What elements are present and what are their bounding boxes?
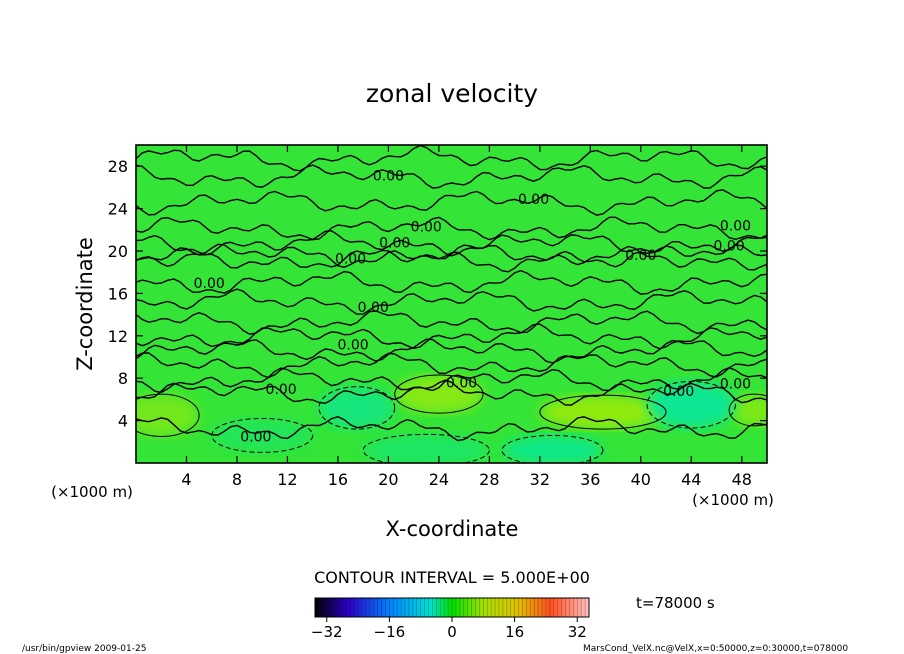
y-axis: 4 8 12 16 20 24 28 (108, 157, 767, 431)
footer-right: MarsCond_VelX.nc@VelX,x=0:50000,z=0:3000… (583, 644, 848, 654)
negative-velocity-region-8 (211, 418, 313, 453)
velocity-regions (136, 375, 767, 463)
contour-line (136, 338, 767, 364)
time-label: t=78000 s (636, 594, 715, 612)
contour-lines (136, 145, 767, 463)
closed-contour (362, 433, 490, 463)
contour-line (136, 352, 767, 379)
contour-line (136, 216, 767, 241)
contour-line (136, 189, 767, 216)
positive-velocity-region-0 (394, 375, 484, 414)
contour-line (136, 416, 767, 442)
closed-contour (136, 393, 200, 437)
contour-label: 0.00 (358, 300, 389, 316)
y-tick-label: 4 (118, 412, 128, 431)
contour-label: 0.00 (720, 219, 751, 235)
positive-velocity-region-1 (539, 395, 667, 430)
closed-contour (646, 380, 736, 429)
y-tick-label: 24 (108, 200, 128, 219)
contour-line (136, 269, 767, 295)
negative-velocity-region-5 (647, 381, 736, 429)
x-tick-label: 24 (429, 470, 449, 489)
contour-line (136, 379, 767, 406)
positive-velocity-region-2 (729, 394, 767, 426)
negative-velocity-region-6 (501, 435, 603, 463)
colorbar-tick-label: 32 (568, 623, 587, 641)
contour-label: 0.00 (373, 169, 404, 185)
contour-line (136, 243, 767, 269)
contour-label: 0.00 (337, 337, 368, 353)
colorbar: −32 −16 0 16 32 (311, 597, 590, 641)
contour-label: 0.00 (714, 239, 745, 255)
y-tick-label: 28 (108, 157, 128, 176)
colorbar-stripes (318, 598, 586, 617)
colorbar-tick-label: 16 (505, 623, 524, 641)
y-tick-label: 20 (108, 242, 128, 261)
contour-label: 0.00 (335, 251, 366, 267)
x-tick-label: 20 (378, 470, 398, 489)
negative-velocity-region-4 (318, 386, 395, 430)
contour-label: 0.00 (240, 430, 271, 446)
contour-line (136, 164, 767, 189)
contour-label: 0.00 (379, 236, 410, 252)
contour-interval-text: CONTOUR INTERVAL = 5.000E+00 (314, 568, 590, 587)
closed-contour (394, 374, 484, 414)
contour-line (136, 145, 767, 172)
contour-label: 0.00 (194, 276, 225, 292)
x-tick-label: 4 (181, 470, 191, 489)
x-tick-label: 28 (479, 470, 499, 489)
closed-contour (728, 393, 767, 427)
closed-contour (501, 434, 604, 463)
x-tick-label: 12 (277, 470, 297, 489)
contour-line (136, 230, 767, 257)
contour-line (136, 288, 767, 315)
closed-contour (318, 386, 396, 430)
contour-label: 0.00 (518, 192, 549, 208)
colorbar-tick-label: 0 (447, 623, 457, 641)
colorbar-ticks: −32 −16 0 16 32 (311, 617, 587, 641)
closed-contour (211, 417, 314, 453)
contour-label: 0.00 (411, 220, 442, 236)
contour-label: 0.00 (446, 375, 477, 391)
x-tick-label: 32 (530, 470, 550, 489)
contour-labels: 0.000.000.00 0.000.00 0.000.00 0.000.000.00… (194, 169, 751, 446)
y-unit-label: (×1000 m) (51, 483, 133, 501)
contour-line (136, 310, 767, 335)
y-tick-label: 16 (108, 284, 128, 303)
positive-velocity-region-3 (136, 394, 200, 437)
contour-label: 0.00 (720, 377, 751, 393)
y-axis-label: Z-coordinate (73, 237, 97, 371)
colorbar-gradient (315, 598, 589, 617)
x-tick-label: 36 (580, 470, 600, 489)
x-tick-label: 48 (732, 470, 752, 489)
colorbar-tick-label: −16 (374, 623, 406, 641)
closed-contour (539, 394, 667, 430)
contour-label: 0.00 (663, 384, 694, 400)
x-tick-label: 44 (681, 470, 701, 489)
x-tick-label: 8 (232, 470, 242, 489)
plot-frame (135, 144, 768, 464)
footer-left: /usr/bin/gpview 2009-01-25 (22, 644, 146, 654)
x-tick-label: 40 (631, 470, 651, 489)
contour-label: 0.00 (266, 382, 297, 398)
contour-line (136, 245, 767, 273)
y-tick-label: 12 (108, 327, 128, 346)
x-axis-label: X-coordinate (386, 517, 519, 541)
chart-title: zonal velocity (366, 79, 538, 108)
x-unit-label: (×1000 m) (692, 491, 774, 509)
colorbar-tick-label: −32 (311, 623, 343, 641)
y-tick-label: 8 (118, 369, 128, 388)
contour-label: 0.00 (625, 248, 656, 264)
x-tick-label: 16 (328, 470, 348, 489)
x-axis: 4 8 12 16 20 24 28 32 36 40 44 48 (181, 145, 752, 489)
negative-velocity-region-7 (363, 434, 490, 463)
plot-area: 0.000.000.00 0.000.00 0.000.00 0.000.000.00… (135, 144, 768, 464)
